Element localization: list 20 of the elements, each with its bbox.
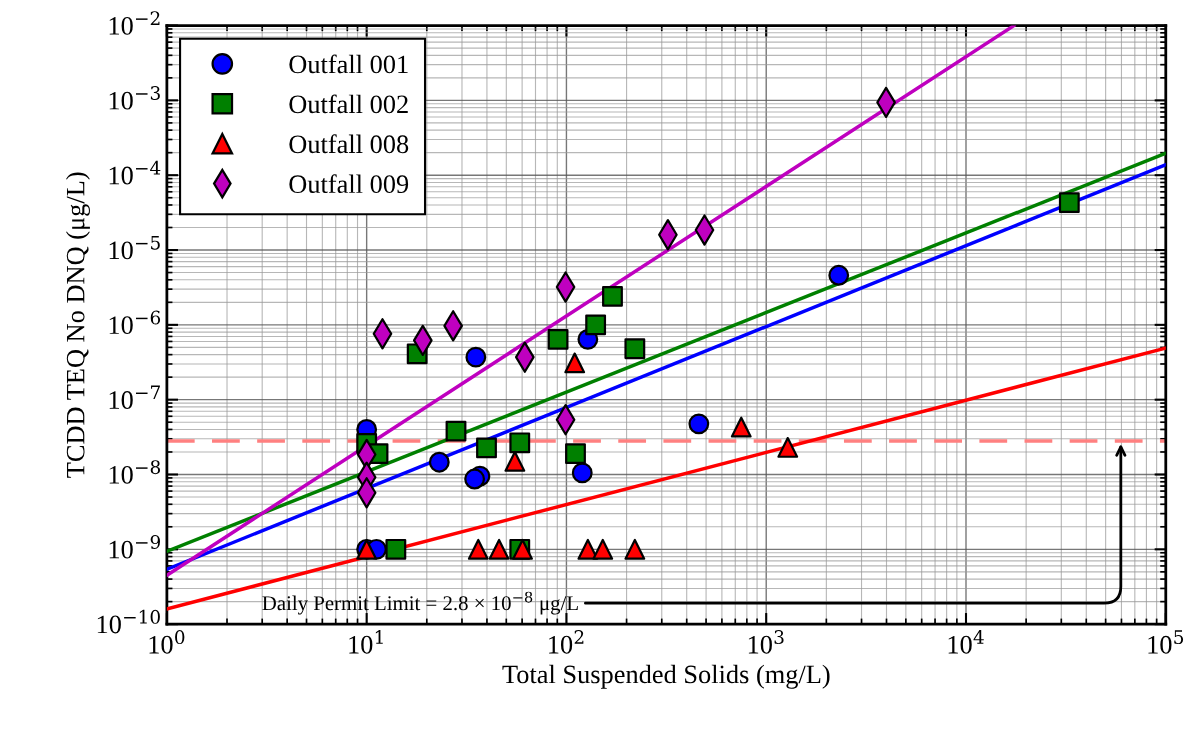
x-tick-label: 10$^{4}$ — [948, 630, 984, 654]
legend-label: Outfall 009 — [289, 174, 409, 194]
legend-label: Outfall 002 — [289, 94, 408, 114]
y-tick-label: 10$^{−3}$ — [109, 86, 160, 110]
y-tick-label: 10$^{−8}$ — [109, 460, 161, 484]
x-tick-label: 10$^{2}$ — [549, 630, 584, 654]
y-tick-label: 10$^{−5}$ — [109, 235, 160, 260]
y-tick-label: 10$^{−2}$ — [109, 11, 160, 35]
y-tick-label: 10$^{−6}$ — [109, 310, 161, 335]
y-tick-label: 10$^{−4}$ — [109, 160, 161, 185]
y-tick-label: 10$^{−9}$ — [109, 534, 161, 559]
y-axis-title: TCDD TEQ No DNQ (μg/L) — [65, 172, 90, 478]
annotation: Daily Permit Limit = 2.8 × 10$^{−8}$ μg/L — [262, 591, 578, 615]
legend-label: Outfall 001 — [289, 54, 408, 74]
x-axis-title: Total Suspended Solids (mg/L) — [502, 664, 830, 689]
x-tick-label: 10$^{5}$ — [1148, 630, 1184, 654]
x-tick-label: 10$^{1}$ — [349, 630, 383, 654]
legend-label: Outfall 008 — [289, 134, 409, 154]
x-tick-label: 10$^{3}$ — [748, 630, 784, 654]
y-tick-label: 10$^{−7}$ — [109, 385, 160, 409]
